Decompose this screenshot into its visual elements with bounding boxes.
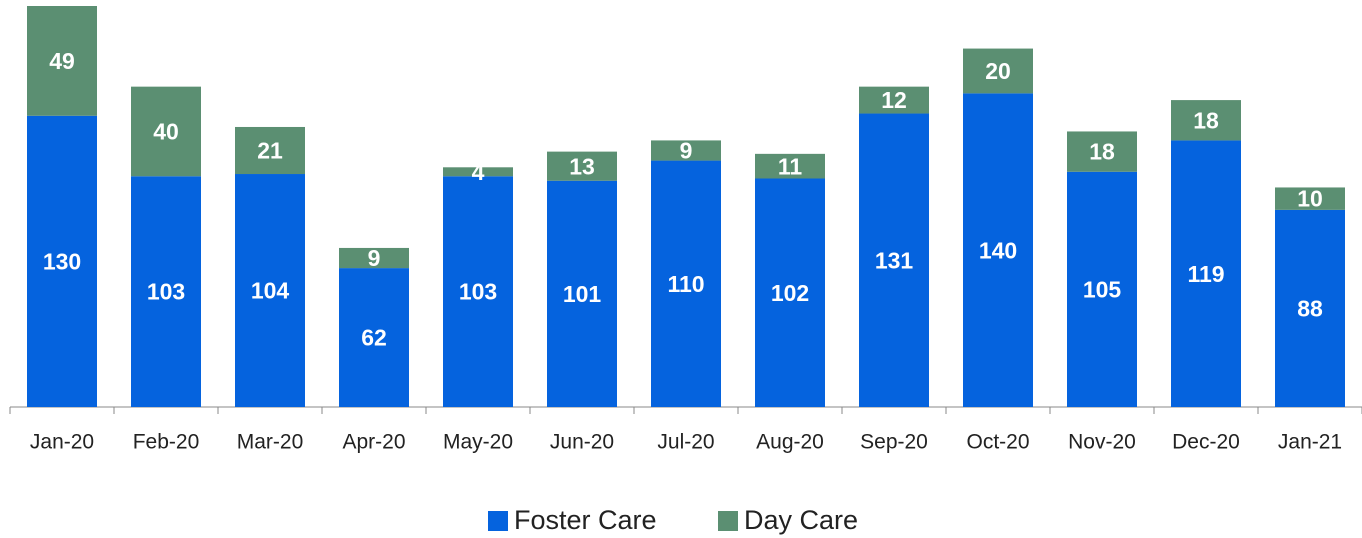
bar-segment <box>339 268 409 407</box>
x-tick-label: May-20 <box>443 431 513 454</box>
value-label: 130 <box>43 248 81 274</box>
bar-segment <box>755 178 825 407</box>
x-tick-label: Sep-20 <box>860 431 928 454</box>
bar-segment <box>651 140 721 161</box>
value-label: 88 <box>1297 296 1323 322</box>
legend-label: Foster Care <box>514 505 657 535</box>
value-label: 9 <box>368 245 381 271</box>
value-label: 40 <box>153 119 179 145</box>
bar-segment <box>131 176 201 407</box>
bar-segment <box>547 151 617 181</box>
value-label: 140 <box>979 237 1017 263</box>
value-label: 110 <box>667 271 704 297</box>
bar-segment <box>963 48 1033 94</box>
x-tick-label: Mar-20 <box>237 431 304 454</box>
value-label: 12 <box>881 87 907 113</box>
value-label: 102 <box>771 280 809 306</box>
value-label: 4 <box>472 159 485 185</box>
bar-segment <box>1171 140 1241 408</box>
legend-swatch <box>718 511 738 531</box>
value-label: 119 <box>1187 261 1224 287</box>
value-label: 13 <box>569 153 595 179</box>
bar-segment <box>963 93 1033 407</box>
bar-segment <box>1275 209 1345 407</box>
value-label: 20 <box>985 58 1011 84</box>
value-label: 103 <box>459 279 497 305</box>
bar-segment <box>131 86 201 177</box>
bar-segment <box>27 6 97 116</box>
bar-segment <box>27 115 97 408</box>
x-tick-label: Aug-20 <box>756 431 824 454</box>
value-label: 10 <box>1297 186 1323 212</box>
bar-segment <box>1067 131 1137 172</box>
x-tick-label: Oct-20 <box>966 431 1029 454</box>
x-tick-label: Jan-20 <box>30 431 94 454</box>
bar-segment <box>1275 187 1345 210</box>
value-label: 18 <box>1089 139 1115 165</box>
legend-swatch <box>488 511 508 531</box>
x-tick-label: Dec-20 <box>1172 431 1240 454</box>
bar-segment <box>859 113 929 407</box>
bar-segment <box>1067 171 1137 407</box>
bar-segment <box>339 247 409 269</box>
x-tick-label: Jul-20 <box>657 431 714 454</box>
value-label: 62 <box>361 325 387 351</box>
x-tick-label: Jun-20 <box>550 431 614 454</box>
value-label: 105 <box>1083 276 1122 302</box>
value-label: 9 <box>680 138 693 164</box>
bar-segment <box>235 126 305 175</box>
x-tick-label: Jan-21 <box>1278 431 1342 454</box>
value-label: 131 <box>875 247 914 273</box>
bar-segment <box>755 153 825 179</box>
bar-segment <box>547 180 617 407</box>
value-label: 49 <box>49 48 75 74</box>
bar-segment <box>443 167 513 177</box>
value-label: 101 <box>563 281 602 307</box>
value-label: 21 <box>257 138 283 164</box>
bar-segment <box>443 176 513 407</box>
value-label: 103 <box>147 279 185 305</box>
legend-label: Day Care <box>744 505 858 535</box>
x-tick-label: Nov-20 <box>1068 431 1136 454</box>
value-label: 18 <box>1193 107 1219 133</box>
x-tick-label: Feb-20 <box>133 431 200 454</box>
x-tick-label: Apr-20 <box>342 431 405 454</box>
bar-segment <box>651 160 721 407</box>
value-label: 104 <box>251 278 290 304</box>
bar-segment <box>859 86 929 114</box>
value-label: 11 <box>778 153 803 179</box>
bar-segment <box>1171 100 1241 141</box>
bar-segment <box>235 174 305 407</box>
